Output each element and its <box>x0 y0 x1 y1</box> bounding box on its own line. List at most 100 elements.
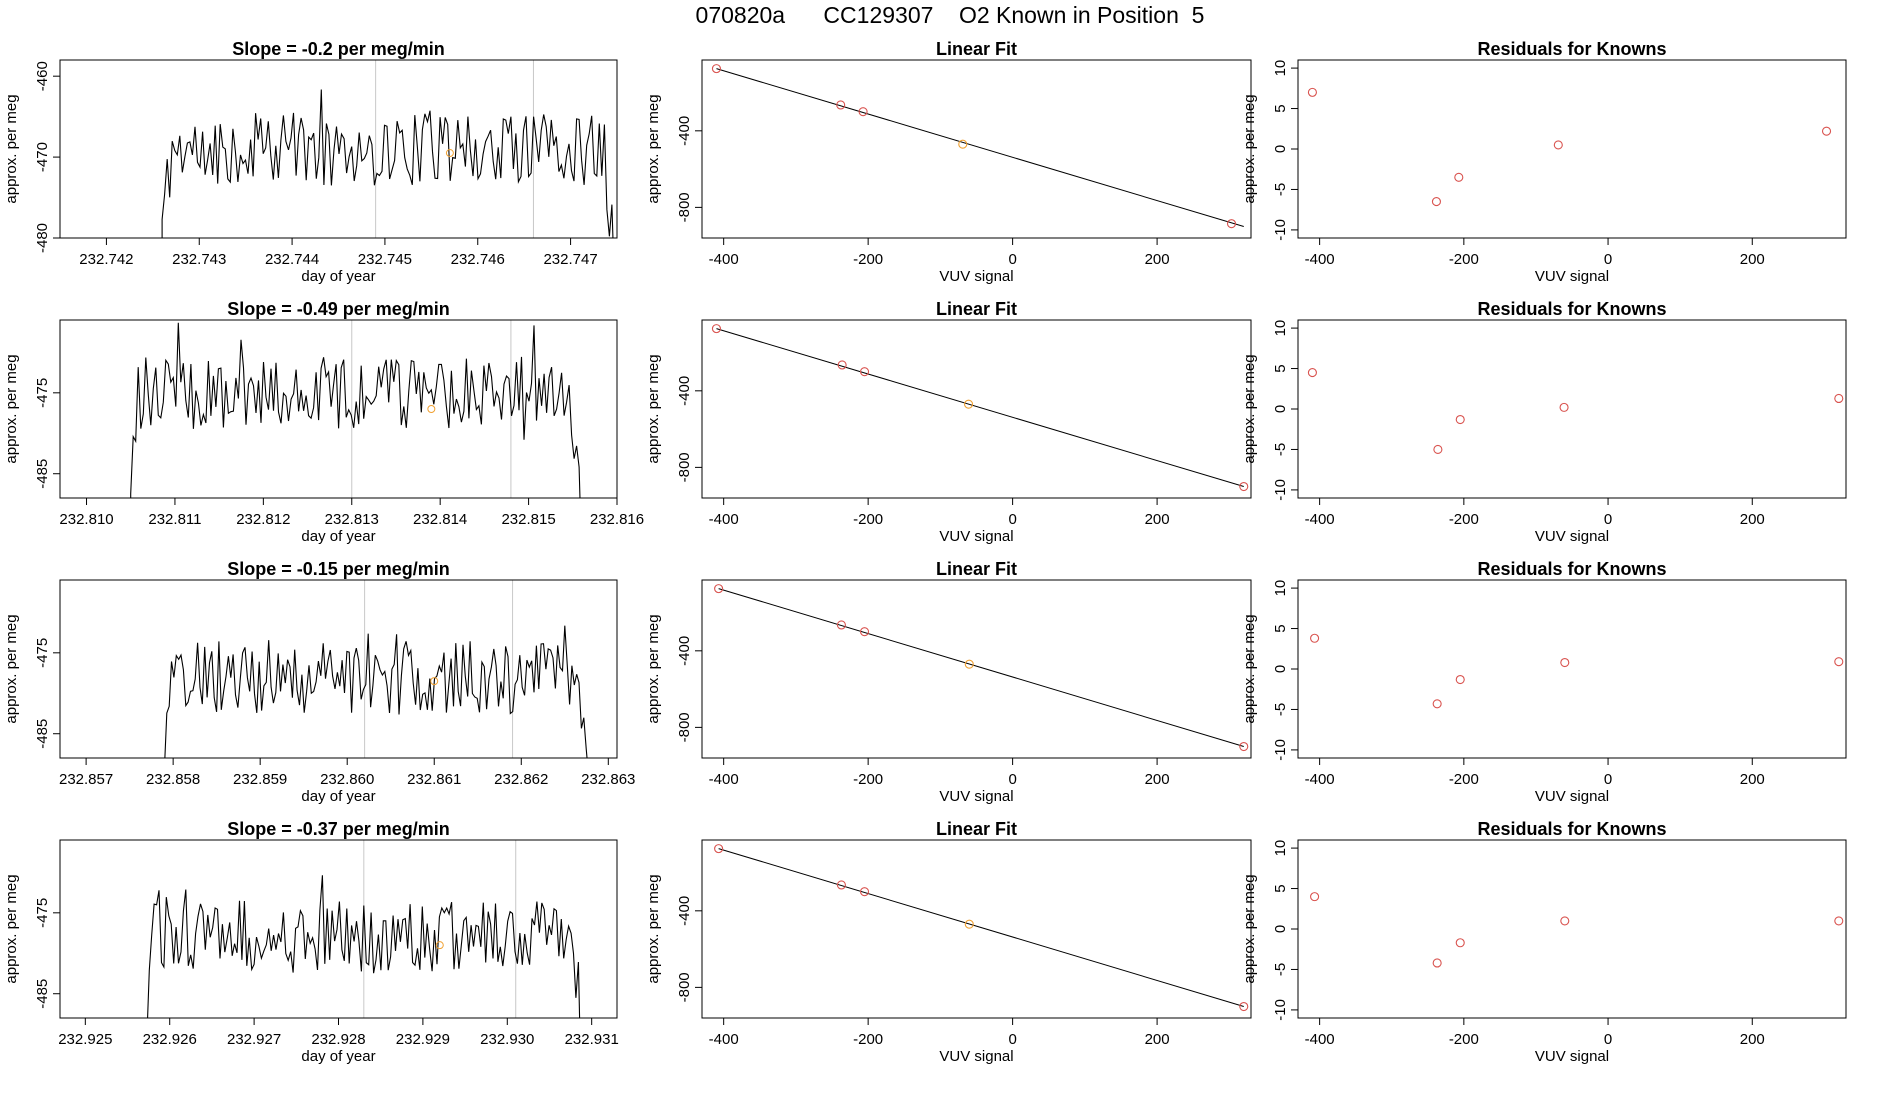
x-tick-label: 232.925 <box>58 1031 112 1048</box>
highlight-point <box>445 149 454 158</box>
timeseries-line <box>161 89 614 238</box>
y-axis-title: approx. per meg <box>645 94 662 203</box>
chart-panel-timeseries-3: Slope = -0.37 per meg/min 232.925 232.926 2… <box>3 819 619 1065</box>
panel-title: Slope = -0.2 per meg/min <box>232 39 445 59</box>
panel-title: Slope = -0.15 per meg/min <box>227 559 450 579</box>
y-tick-label: -10 <box>1272 739 1289 761</box>
x-axis-title: day of year <box>301 268 375 285</box>
x-tick-label: -200 <box>853 251 883 268</box>
data-point <box>711 64 721 74</box>
x-tick-label: 232.811 <box>148 511 201 528</box>
x-axis-title: VUV signal <box>939 788 1013 805</box>
x-axis-title: VUV signal <box>1535 268 1609 285</box>
data-point <box>1239 741 1249 752</box>
data-point <box>1834 916 1844 926</box>
data-layer <box>60 875 581 1018</box>
x-tick-label: 200 <box>1740 511 1765 528</box>
data-layer <box>1307 368 1844 455</box>
plot-frame <box>1297 839 1847 1019</box>
plot-frame <box>59 839 618 1019</box>
chart-panel-timeseries-2: Slope = -0.15 per meg/min 232.857 232.858 2… <box>3 559 635 805</box>
y-axis-title: approx. per meg <box>1241 874 1258 983</box>
data-point <box>1560 657 1570 668</box>
x-tick-label: -200 <box>853 511 883 528</box>
data-point <box>859 367 870 377</box>
x-tick-label: 232.862 <box>494 771 548 788</box>
plot-frame <box>701 839 1252 1019</box>
highlight-point <box>964 919 974 929</box>
y-tick-label: -475 <box>34 378 51 408</box>
x-tick-label: -400 <box>1305 251 1335 268</box>
chart-panel-residuals-2: Residuals for Knowns -400 -200 0 200 VUV sign… <box>1241 559 1847 805</box>
y-tick-label: 0 <box>1272 665 1289 673</box>
data-point <box>859 887 870 897</box>
chart-panel-fit-2: Linear Fit -400 -200 0 200 VUV signal -400 -800… <box>645 559 1252 805</box>
plot-frame <box>59 319 618 499</box>
x-tick-label: -400 <box>709 1031 739 1048</box>
data-layer <box>711 324 1249 492</box>
y-tick-label: -800 <box>676 192 693 222</box>
y-tick-label: -800 <box>676 452 693 482</box>
x-tick-label: 232.810 <box>59 511 113 528</box>
x-tick-label: 0 <box>1008 511 1016 528</box>
x-tick-label: 232.926 <box>143 1031 197 1048</box>
y-axis-title: approx. per meg <box>3 354 20 463</box>
x-tick-label: 232.860 <box>320 771 374 788</box>
data-point <box>714 584 724 594</box>
y-tick-label: 10 <box>1272 60 1289 77</box>
y-tick-label: -475 <box>34 638 51 668</box>
x-tick-label: 232.744 <box>265 251 319 268</box>
data-point <box>1834 657 1844 667</box>
x-tick-label: 232.814 <box>413 511 467 528</box>
y-axis-title: approx. per meg <box>645 614 662 723</box>
data-point <box>1310 892 1320 902</box>
fit-line <box>716 328 1244 487</box>
x-tick-label: 232.857 <box>59 771 113 788</box>
y-axis-title: approx. per meg <box>1241 354 1258 463</box>
fit-line <box>716 68 1244 227</box>
y-tick-label: 0 <box>1272 405 1289 413</box>
panel-title: Residuals for Knowns <box>1477 819 1666 839</box>
x-tick-label: 0 <box>1604 1031 1612 1048</box>
x-tick-label: 232.742 <box>79 251 133 268</box>
data-layer <box>1310 892 1844 968</box>
data-point <box>836 880 846 890</box>
x-tick-label: -400 <box>1305 511 1335 528</box>
x-tick-label: 232.746 <box>451 251 505 268</box>
y-tick-label: -5 <box>1272 703 1289 716</box>
x-axis-title: day of year <box>301 788 375 805</box>
data-point <box>1560 916 1570 926</box>
y-tick-label: 10 <box>1272 320 1289 337</box>
data-point <box>1310 633 1320 643</box>
data-layer <box>714 844 1249 1012</box>
x-tick-label: -400 <box>709 771 739 788</box>
x-tick-label: 232.930 <box>480 1031 534 1048</box>
y-axis-title: approx. per meg <box>1241 94 1258 203</box>
data-point <box>1455 674 1465 685</box>
x-tick-label: 232.861 <box>407 771 461 788</box>
y-axis-title: approx. per meg <box>3 874 20 983</box>
x-tick-label: 0 <box>1008 771 1016 788</box>
page-title: 070820a CC129307 O2 Known in Position 5 <box>695 2 1205 28</box>
x-tick-label: 200 <box>1145 251 1170 268</box>
y-axis-title: approx. per meg <box>1241 614 1258 723</box>
y-tick-label: -485 <box>34 459 51 489</box>
data-layer <box>60 322 581 498</box>
y-tick-label: -470 <box>34 142 51 172</box>
y-tick-label: -480 <box>34 223 51 253</box>
x-tick-label: 0 <box>1604 251 1612 268</box>
chart-panel-timeseries-0: Slope = -0.2 per meg/min 232.742 232.743 23… <box>3 39 618 285</box>
data-point <box>1834 393 1844 404</box>
data-layer <box>60 625 588 758</box>
plot-frame <box>1297 59 1847 239</box>
panel-title: Residuals for Knowns <box>1477 39 1666 59</box>
x-tick-label: 232.928 <box>311 1031 365 1048</box>
data-layer <box>1310 633 1844 709</box>
y-axis-title: approx. per meg <box>3 94 20 203</box>
y-tick-label: 0 <box>1272 925 1289 933</box>
highlight-point <box>958 139 968 149</box>
data-point <box>859 627 870 637</box>
y-tick-label: 5 <box>1272 104 1289 112</box>
panel-title: Linear Fit <box>936 819 1017 839</box>
x-axis-title: day of year <box>301 528 375 545</box>
